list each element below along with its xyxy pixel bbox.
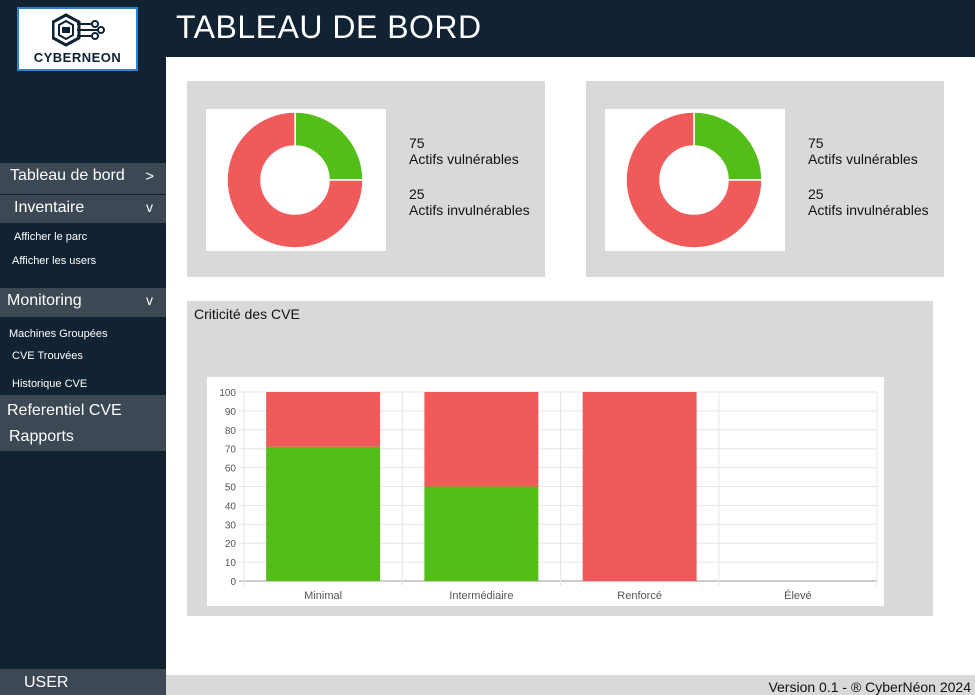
vulnerable-count: 75 bbox=[808, 135, 824, 151]
brand-logo[interactable]: CYBERNEON bbox=[17, 7, 138, 71]
bar-segment bbox=[424, 486, 539, 581]
assets-stats: 75 Actifs vulnérables 25 Actifs invulnér… bbox=[409, 135, 530, 218]
user-menu[interactable]: USER bbox=[0, 669, 166, 695]
donut-chart-container bbox=[605, 109, 785, 251]
user-label: USER bbox=[24, 674, 69, 691]
vulnerability-donut-chart bbox=[226, 111, 364, 249]
x-tick-label: Élevé bbox=[784, 589, 812, 602]
invulnerable-count: 25 bbox=[409, 186, 425, 202]
x-tick-label: Renforcé bbox=[617, 590, 662, 602]
vulnerable-count: 75 bbox=[409, 135, 425, 151]
brand-name: CYBERNEON bbox=[33, 50, 122, 65]
nav-item-rapports[interactable]: Rapports bbox=[9, 428, 74, 445]
nav-item-inventaire[interactable]: Inventaire v bbox=[0, 195, 166, 223]
footer: Version 0.1 - ® CyberNéon 2024 bbox=[166, 675, 975, 695]
x-tick-label: Minimal bbox=[304, 590, 342, 602]
bar-segment bbox=[266, 392, 381, 447]
logo-chip-icon bbox=[52, 13, 105, 47]
nav-item-referentiel-cve[interactable]: Referentiel CVE bbox=[7, 402, 122, 419]
sidebar: CYBERNEON Tableau de bord > Inventaire v… bbox=[0, 0, 166, 695]
chevron-right-icon: > bbox=[145, 168, 154, 185]
y-tick-label: 90 bbox=[225, 407, 237, 418]
nav-subitem-historique-cve[interactable]: Historique CVE bbox=[12, 378, 88, 390]
nav-item-inventaire-label: Inventaire bbox=[14, 199, 85, 216]
chevron-down-icon: v bbox=[146, 292, 153, 308]
cve-criticality-bar-chart: 0 10 20 30 40 50 60 70 80 90 100 Minimal Intermédiai… bbox=[219, 388, 878, 602]
version-text: Version 0.1 - ® CyberNéon 2024 bbox=[768, 679, 971, 695]
nav-subitem-cve-trouvees[interactable]: CVE Trouvées bbox=[12, 350, 83, 362]
nav-subitem-afficher-users[interactable]: Afficher les users bbox=[12, 255, 97, 267]
y-tick-label: 20 bbox=[225, 539, 237, 550]
bar-segment bbox=[424, 392, 539, 487]
donut-slice-vulnerable bbox=[625, 111, 763, 249]
chart-title: Criticité des CVE bbox=[194, 306, 300, 322]
donut-slice-invulnerable bbox=[294, 111, 364, 181]
invulnerable-label: Actifs invulnérables bbox=[409, 202, 530, 218]
cve-criticality-card: Criticité des CVE 0 10 20 30 40 50 60 70 80 90 100… bbox=[187, 301, 933, 616]
donut-slice-invulnerable bbox=[693, 111, 763, 181]
nav-item-monitoring-label: Monitoring bbox=[7, 292, 82, 309]
invulnerable-count: 25 bbox=[808, 186, 824, 202]
assets-summary-card-2: 75 Actifs vulnérables 25 Actifs invulnér… bbox=[586, 81, 944, 277]
y-tick-label: 40 bbox=[225, 501, 237, 512]
y-tick-label: 10 bbox=[225, 558, 237, 569]
donut-chart-container bbox=[206, 109, 386, 251]
vulnerable-label: Actifs vulnérables bbox=[409, 151, 519, 167]
nav-subitem-afficher-parc[interactable]: Afficher le parc bbox=[14, 231, 88, 243]
y-tick-label: 30 bbox=[225, 520, 237, 531]
nav-subitem-machines-groupees[interactable]: Machines Groupées bbox=[9, 328, 108, 340]
bar-segment bbox=[582, 392, 697, 581]
chevron-down-icon: v bbox=[146, 199, 153, 215]
y-tick-label: 100 bbox=[219, 388, 236, 399]
chart-container: 0 10 20 30 40 50 60 70 80 90 100 Minimal Intermédiai… bbox=[207, 377, 884, 606]
nav-item-monitoring[interactable]: Monitoring v bbox=[0, 288, 166, 317]
y-tick-label: 50 bbox=[225, 483, 237, 494]
assets-stats: 75 Actifs vulnérables 25 Actifs invulnér… bbox=[808, 135, 929, 218]
nav-item-dashboard[interactable]: Tableau de bord > bbox=[0, 163, 166, 194]
donut-slice-vulnerable bbox=[226, 111, 364, 249]
nav-item-dashboard-label: Tableau de bord bbox=[10, 167, 125, 184]
vulnerable-label: Actifs vulnérables bbox=[808, 151, 918, 167]
page-title: TABLEAU DE BORD bbox=[176, 9, 482, 45]
y-tick-label: 80 bbox=[225, 426, 237, 437]
assets-summary-card-1: 75 Actifs vulnérables 25 Actifs invulnér… bbox=[187, 81, 545, 277]
page-header: TABLEAU DE BORD bbox=[166, 0, 975, 57]
invulnerable-label: Actifs invulnérables bbox=[808, 202, 929, 218]
y-tick-label: 0 bbox=[230, 577, 236, 588]
y-tick-label: 60 bbox=[225, 464, 237, 475]
bar-segment bbox=[266, 446, 381, 581]
vulnerability-donut-chart bbox=[625, 111, 763, 249]
x-tick-label: Intermédiaire bbox=[449, 590, 513, 602]
nav-group-referentiel-rapports: Referentiel CVE Rapports bbox=[0, 395, 166, 451]
y-tick-label: 70 bbox=[225, 445, 237, 456]
